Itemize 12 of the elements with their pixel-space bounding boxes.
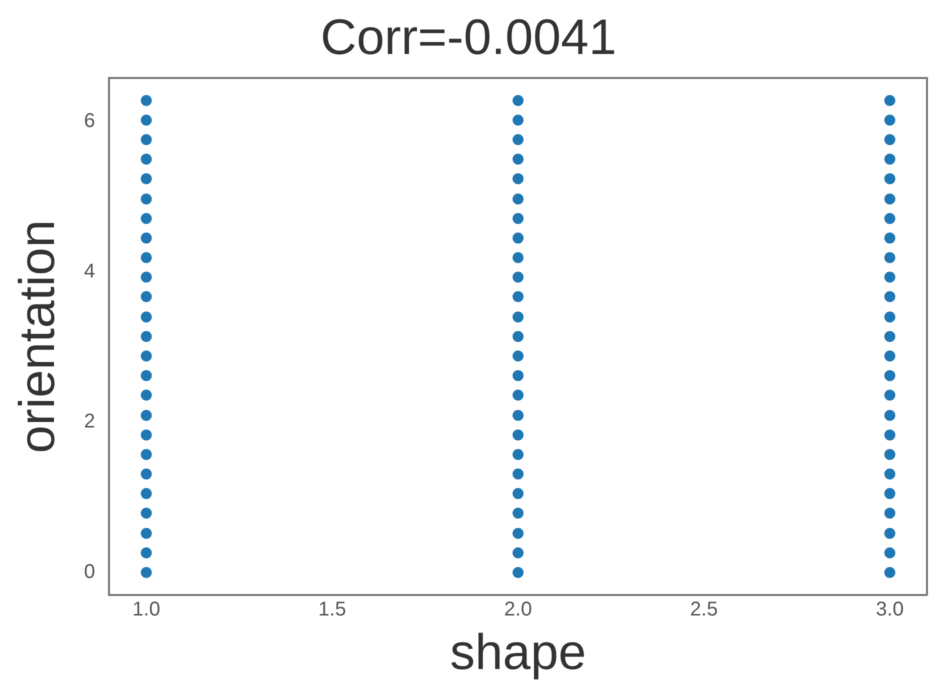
x-tick-label: 2.5 (690, 598, 718, 621)
x-tick-label: 2.0 (504, 598, 532, 621)
x-tick-label: 1.0 (132, 598, 160, 621)
x-tick-label: 3.0 (876, 598, 904, 621)
y-tick-label: 6 (84, 110, 96, 132)
y-tick-label: 2 (84, 410, 96, 433)
x-axis-title: shape (450, 624, 586, 680)
y-tick-label: 0 (84, 560, 96, 583)
y-axis-title: orientation (8, 220, 65, 454)
y-tick-label: 4 (84, 260, 96, 282)
x-tick-label: 1.5 (318, 598, 346, 621)
chart-title: Corr=-0.0041 (320, 8, 616, 65)
